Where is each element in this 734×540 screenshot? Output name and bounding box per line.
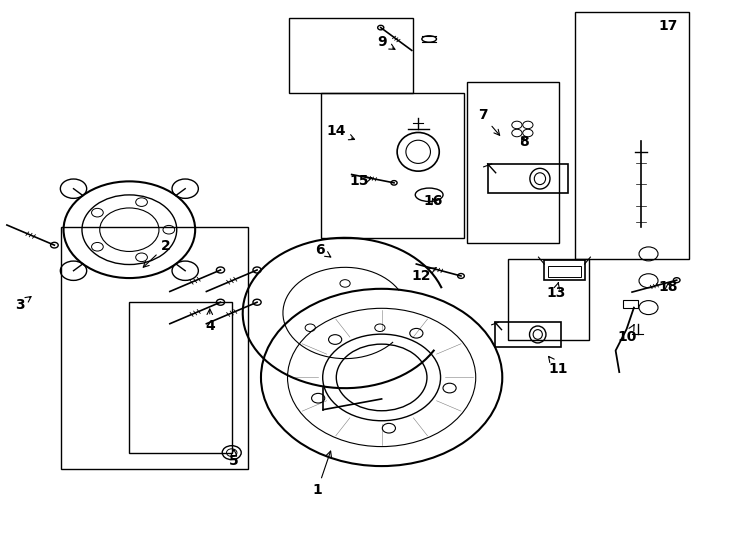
Bar	[487, 164, 568, 193]
Text: 1: 1	[313, 451, 332, 497]
Text: 6: 6	[315, 242, 331, 257]
Text: 8: 8	[520, 135, 529, 149]
Bar	[545, 260, 584, 280]
Text: 17: 17	[658, 18, 678, 32]
Text: 11: 11	[548, 356, 568, 376]
Bar	[495, 322, 561, 347]
Bar	[548, 266, 581, 277]
Bar	[288, 17, 413, 93]
Text: 3: 3	[15, 296, 31, 312]
Text: 18: 18	[658, 280, 678, 294]
Text: 4: 4	[205, 309, 214, 333]
Text: 7: 7	[478, 109, 500, 136]
Text: 14: 14	[327, 124, 355, 140]
Bar	[508, 259, 589, 340]
Text: 9: 9	[377, 35, 395, 49]
Bar	[129, 302, 232, 453]
Text: 5: 5	[229, 450, 239, 468]
Bar	[575, 12, 688, 259]
Text: 10: 10	[617, 325, 637, 344]
Text: 12: 12	[411, 267, 436, 284]
Text: 15: 15	[349, 174, 372, 188]
Bar	[467, 82, 559, 243]
Text: 13: 13	[546, 282, 565, 300]
Bar	[321, 93, 464, 238]
Bar	[62, 227, 248, 469]
Text: 2: 2	[143, 239, 171, 267]
Bar	[623, 300, 638, 308]
Text: 16: 16	[424, 194, 443, 208]
